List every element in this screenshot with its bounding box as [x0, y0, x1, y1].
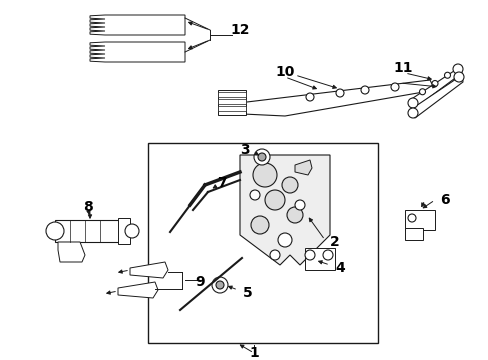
- Bar: [218, 92, 245, 97]
- Circle shape: [323, 250, 332, 260]
- Circle shape: [258, 153, 265, 161]
- Bar: [218, 99, 245, 104]
- Polygon shape: [130, 262, 168, 278]
- Circle shape: [294, 200, 305, 210]
- Polygon shape: [294, 160, 311, 175]
- Circle shape: [249, 190, 260, 200]
- Circle shape: [252, 163, 276, 187]
- Circle shape: [407, 98, 417, 108]
- Polygon shape: [240, 155, 329, 265]
- Polygon shape: [409, 67, 461, 108]
- Polygon shape: [58, 242, 85, 262]
- Text: 10: 10: [275, 65, 294, 79]
- Circle shape: [360, 86, 368, 94]
- Circle shape: [335, 89, 343, 97]
- Circle shape: [264, 190, 285, 210]
- Circle shape: [212, 277, 227, 293]
- Bar: [118, 218, 130, 244]
- Circle shape: [431, 81, 437, 86]
- Circle shape: [216, 281, 224, 289]
- Circle shape: [305, 93, 313, 101]
- Polygon shape: [90, 42, 184, 62]
- Text: 9: 9: [195, 275, 204, 289]
- Circle shape: [253, 149, 269, 165]
- Circle shape: [407, 214, 415, 222]
- Circle shape: [278, 233, 291, 247]
- Bar: [404, 210, 434, 230]
- Text: 7: 7: [217, 176, 226, 190]
- Circle shape: [125, 224, 139, 238]
- Circle shape: [452, 64, 462, 74]
- Circle shape: [46, 222, 64, 240]
- Bar: [55, 220, 120, 242]
- Circle shape: [250, 216, 268, 234]
- Circle shape: [453, 72, 463, 82]
- Circle shape: [269, 250, 280, 260]
- Text: 12: 12: [230, 23, 249, 37]
- Polygon shape: [90, 15, 184, 35]
- Circle shape: [282, 177, 297, 193]
- Polygon shape: [409, 75, 462, 118]
- Circle shape: [419, 89, 425, 95]
- Text: 3: 3: [240, 143, 249, 157]
- Bar: [218, 106, 245, 111]
- Bar: [404, 228, 422, 240]
- Text: 6: 6: [439, 193, 449, 207]
- Polygon shape: [118, 282, 158, 298]
- Circle shape: [444, 72, 449, 78]
- Bar: [305, 248, 334, 270]
- Text: 5: 5: [243, 286, 252, 300]
- Text: 2: 2: [329, 235, 339, 249]
- Text: 4: 4: [334, 261, 344, 275]
- Circle shape: [407, 108, 417, 118]
- Polygon shape: [222, 80, 434, 116]
- Bar: [148, 143, 377, 343]
- Text: 1: 1: [248, 346, 258, 360]
- Text: 11: 11: [392, 61, 412, 75]
- Circle shape: [390, 83, 398, 91]
- Bar: [218, 90, 245, 115]
- Circle shape: [305, 250, 314, 260]
- Circle shape: [286, 207, 303, 223]
- Text: 8: 8: [83, 200, 93, 214]
